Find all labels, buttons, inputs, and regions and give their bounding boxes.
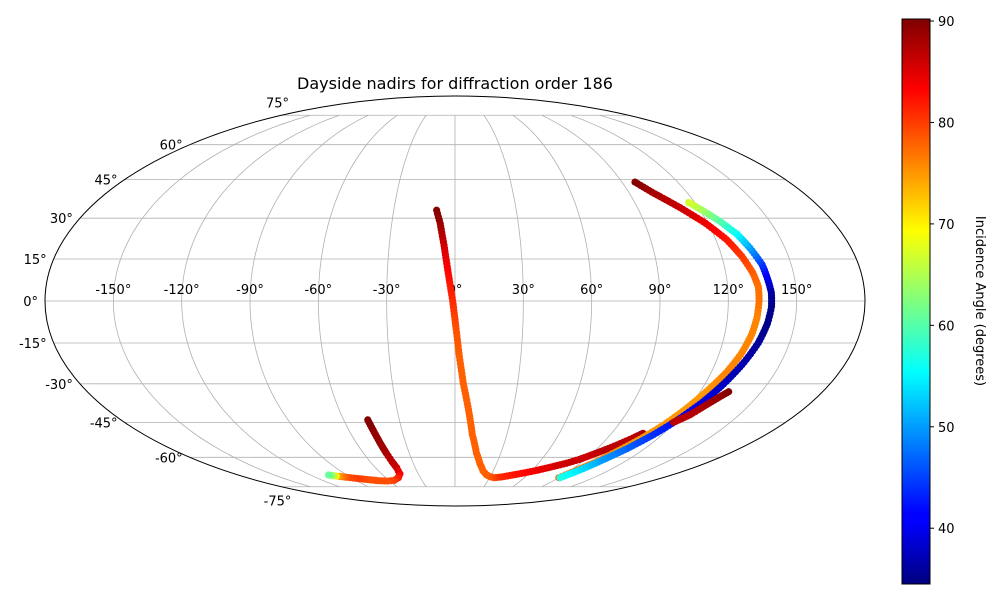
x-tick-label: -60°	[304, 283, 332, 298]
y-tick-label: 15°	[24, 253, 47, 268]
x-tick-label: 120°	[713, 283, 744, 298]
colorbar-tick-label: 50	[938, 421, 955, 436]
x-tick-label: -90°	[236, 283, 264, 298]
meridian-gridline	[317, 114, 398, 488]
map-outline	[44, 95, 866, 507]
data-point	[324, 471, 333, 479]
y-tick-label: -30°	[45, 378, 73, 393]
data-point	[631, 178, 639, 186]
meridian-gridline	[599, 114, 798, 488]
colorbar-tick-label: 90	[938, 15, 955, 30]
y-tick-label: -15°	[19, 337, 47, 352]
colorbar-tick-label: 60	[938, 319, 955, 334]
series-5	[324, 416, 404, 485]
y-tick-labels: -75° -60° -45° -30° -15° 0° 15° 30° 45° 60° 75°	[19, 96, 291, 509]
meridian-gridline	[570, 114, 729, 488]
meridian-gridline	[249, 114, 369, 488]
data-point	[685, 198, 693, 207]
series-1	[433, 206, 647, 482]
colorbar-label: Incidence Angle (degrees)	[972, 216, 987, 386]
mollweide-map: -150° -120° -90° -60° -30° 0° 30° 60° 90° 120° 150…	[19, 95, 866, 510]
y-tick-label: 75°	[266, 96, 289, 111]
meridian-gridline	[181, 114, 340, 488]
colorbar-tick-label: 70	[938, 218, 955, 233]
x-tick-label: 60°	[580, 283, 603, 298]
meridian-gridline	[512, 114, 593, 488]
colorbar-tick-label: 80	[938, 116, 955, 131]
x-tick-label: -120°	[164, 283, 200, 298]
meridian-gridline	[483, 115, 524, 487]
y-tick-label: -45°	[90, 416, 118, 431]
y-tick-label: -60°	[155, 451, 183, 466]
meridian-gridline	[112, 114, 311, 488]
y-tick-label: 45°	[95, 174, 118, 189]
y-tick-label: 0°	[23, 295, 38, 310]
colorbar-tick-label: 40	[938, 522, 955, 537]
colorbar-gradient	[901, 18, 931, 585]
series-4	[669, 388, 733, 426]
colorbar: 40 50 60 70 80 90 Incidence Angle (degrees)	[901, 15, 987, 585]
y-tick-label: 60°	[160, 139, 183, 154]
x-tick-label: 30°	[512, 283, 535, 298]
x-tick-labels: -150° -120° -90° -60° -30° 0° 30° 60° 90° 120° 150…	[95, 283, 812, 298]
x-tick-label: 150°	[781, 283, 812, 298]
meridian-gridline	[541, 114, 661, 488]
x-tick-label: 90°	[648, 283, 671, 298]
x-tick-label: -30°	[373, 283, 401, 298]
series-2	[555, 178, 763, 482]
y-tick-label: -75°	[264, 495, 292, 510]
x-tick-label: -150°	[95, 283, 131, 298]
y-tick-label: 30°	[50, 212, 73, 227]
data-point	[725, 388, 733, 396]
meridian-gridline	[386, 115, 427, 487]
chart-title: Dayside nadirs for diffraction order 186	[297, 74, 613, 93]
scatter-points	[324, 178, 776, 485]
